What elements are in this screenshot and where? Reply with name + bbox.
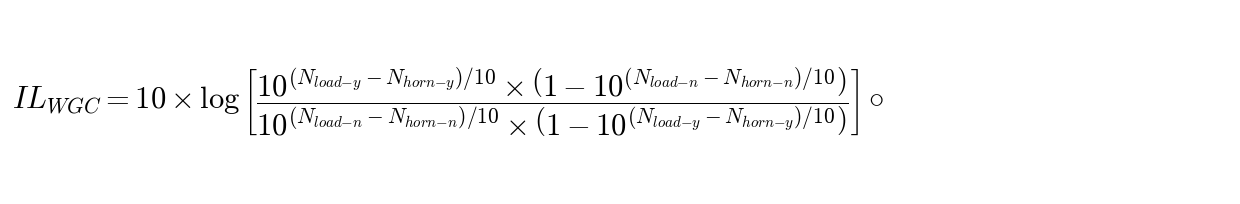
Text: $\mathit{IL}_{WGC} = 10 \times \log\left[\dfrac{10^{(N_{load\mathrm{-}y}-N_{horn: $\mathit{IL}_{WGC} = 10 \times \log\left… [12, 65, 885, 139]
